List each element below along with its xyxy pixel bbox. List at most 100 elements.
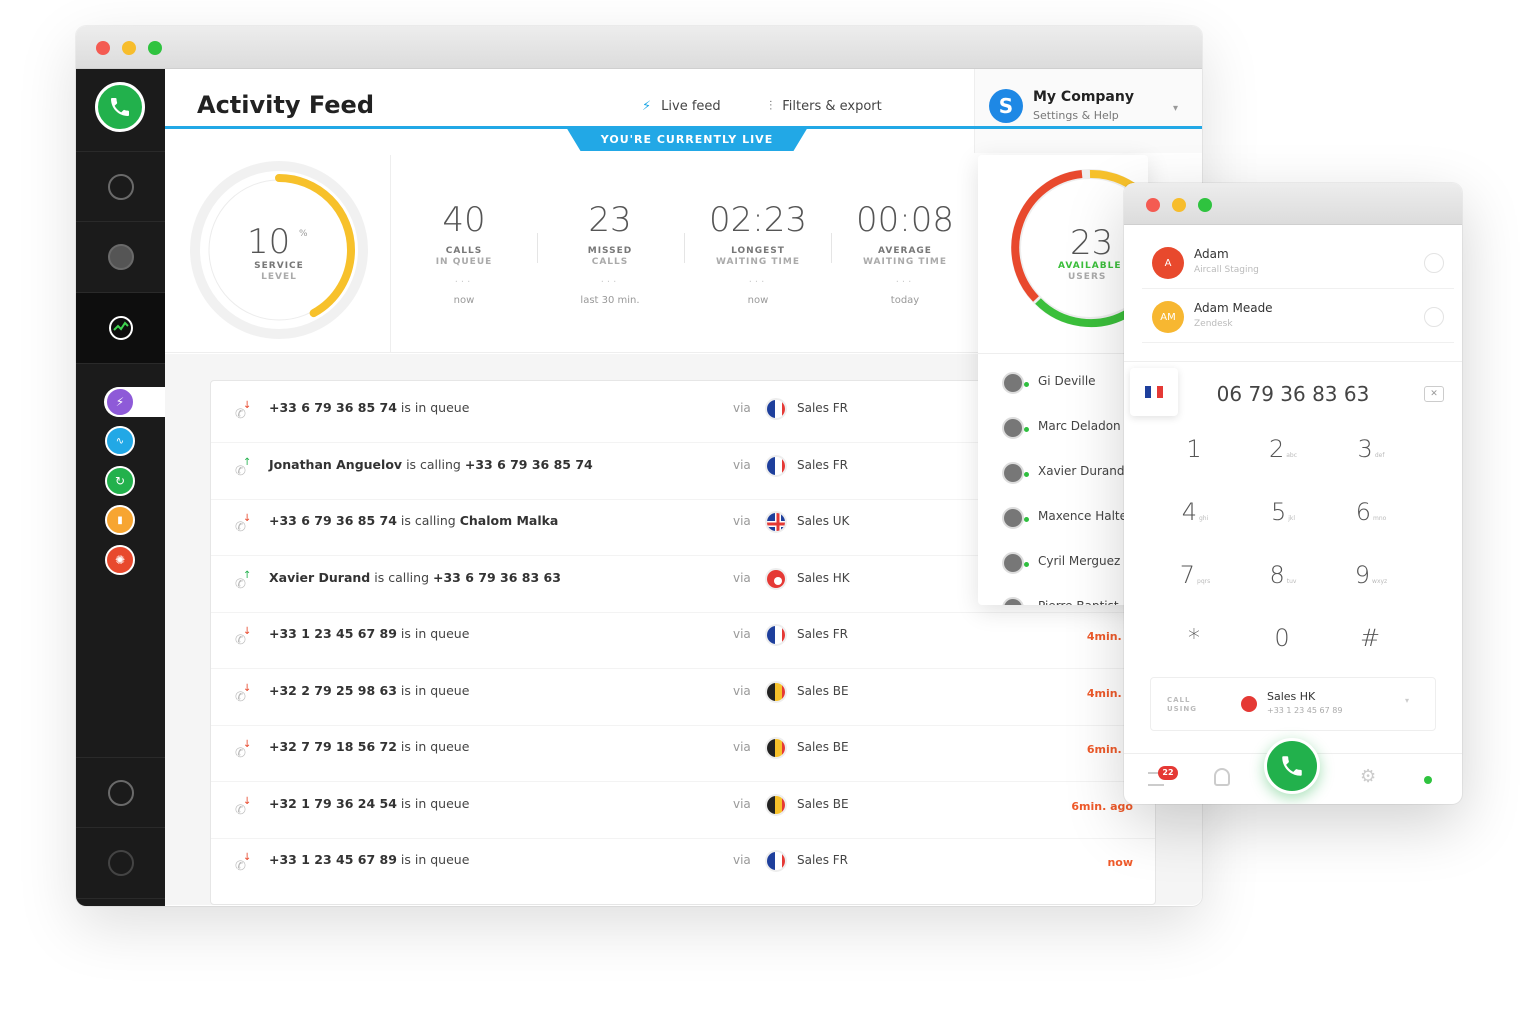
feed-row[interactable]: ✆ ↓ +32 7 79 18 56 72 is in queue via Sales B… (211, 726, 1155, 782)
contact-call-icon[interactable] (1424, 253, 1444, 273)
service-level-unit: % (299, 229, 308, 239)
keypad-key[interactable]: # (1359, 624, 1381, 652)
keypad-key[interactable]: 0 (1274, 624, 1290, 652)
contacts-icon[interactable] (1214, 768, 1230, 786)
dial-display: 06 79 36 83 63 ✕ (1124, 361, 1462, 425)
filters-export-link[interactable]: ⫶ Filters & export (769, 99, 882, 114)
user-name: Gi Deville (1038, 374, 1096, 388)
sidebar-analytics-icon[interactable]: ∿ (105, 426, 135, 456)
hong-kong-flag-icon (1241, 696, 1257, 712)
user-list-item[interactable]: Pierre-Baptist (1002, 585, 1148, 605)
delete-digit-icon[interactable]: ✕ (1424, 386, 1444, 402)
user-list-item[interactable]: Marc Deladon (1002, 405, 1148, 449)
feed-row-line: Sales UK (797, 514, 850, 528)
sidebar-settings-icon[interactable]: ✺ (105, 545, 135, 575)
lightning-icon: ⚡ (642, 99, 652, 114)
feed-row[interactable]: ✆ ↑ Xavier Durand is calling +33 6 79 36 83 … (211, 557, 1155, 613)
keypad-key[interactable]: 6 mno (1355, 498, 1387, 526)
company-menu[interactable]: S My Company Settings & Help ▾ (974, 69, 1202, 153)
feed-row-via: via (733, 740, 751, 754)
close-window-button[interactable] (96, 41, 110, 55)
keypad-key[interactable]: * (1188, 624, 1200, 652)
feed-row[interactable]: ✆ ↓ +33 1 23 45 67 89 is in queue via Sales F… (211, 839, 1155, 895)
sidebar: ⚡ ∿ ↻ ▮ ✺ (76, 69, 166, 906)
online-status-icon (1024, 517, 1029, 522)
feed-row-time: 6min. a (1086, 743, 1133, 756)
country-selector[interactable] (1130, 368, 1178, 416)
feed-row-text: +33 1 23 45 67 89 is in queue (269, 852, 470, 867)
contact-call-icon[interactable] (1424, 307, 1444, 327)
sidebar-status-icon[interactable] (76, 828, 165, 899)
user-list-item[interactable]: Gi Deville (1002, 360, 1148, 404)
user-list-item[interactable]: Cyril Merguez (1002, 540, 1148, 584)
company-avatar: S (989, 89, 1023, 123)
keypad-key[interactable]: 3 def (1357, 435, 1385, 463)
be-flag-icon (765, 680, 787, 703)
avatar: AM (1152, 301, 1184, 333)
dialed-number[interactable]: 06 79 36 83 63 (1216, 382, 1370, 406)
stat-longest-waiting-time: 02:23 LONGEST WAITING TIME ... now (709, 200, 807, 306)
feed-row-line: Sales BE (797, 796, 849, 811)
feed-row[interactable]: ✆ ↑ Jonathan Anguelov is calling +33 6 79 36… (211, 444, 1155, 500)
sidebar-stats-icon[interactable]: ▮ (105, 505, 135, 535)
feed-row[interactable]: ✆ ↓ +32 1 79 36 24 54 is in queue via Sales B… (211, 783, 1155, 839)
stat-average-waiting-time: 00:08 AVERAGE WAITING TIME ... today (856, 200, 954, 306)
dialer-close-button[interactable] (1146, 198, 1160, 212)
feed-row[interactable]: ✆ ↓ +33 6 79 36 85 74 is in queue via Sales F… (211, 387, 1155, 443)
contact-list-item[interactable]: AM Adam Meade Zendesk (1142, 289, 1454, 343)
call-button[interactable] (1264, 738, 1320, 794)
sidebar-activity-icon[interactable] (76, 293, 165, 364)
call-direction-icon: ✆ ↑ (235, 569, 252, 592)
availability-status-icon[interactable] (1424, 776, 1432, 784)
feed-row-time: 6min. ago (1071, 799, 1133, 813)
avatar (1002, 507, 1024, 529)
call-direction-icon: ✆ ↓ (235, 626, 252, 648)
dialer-maximize-button[interactable] (1198, 198, 1212, 212)
keypad-key[interactable]: 1 (1186, 435, 1202, 463)
avatar (1002, 372, 1024, 394)
page-title: Activity Feed (197, 91, 374, 119)
user-list-item[interactable]: Maxence Halte (1002, 495, 1148, 539)
recents-icon[interactable] (1148, 772, 1164, 786)
call-direction-icon: ✆ ↓ (235, 682, 252, 705)
settings-gear-icon[interactable]: ⚙ (1360, 766, 1377, 787)
hk-flag-icon (765, 567, 787, 590)
minimize-window-button[interactable] (122, 41, 136, 55)
feed-row[interactable]: ✆ ↓ +32 2 79 25 98 63 is in queue via Sales B… (211, 670, 1155, 726)
call-direction-icon: ✆ ↓ (235, 513, 252, 535)
be-flag-icon (765, 793, 787, 816)
contact-list-item[interactable]: A Adam Aircall Staging (1142, 235, 1454, 289)
maximize-window-button[interactable] (148, 41, 162, 55)
feed-row-via: via (733, 796, 751, 811)
app-logo-phone-icon[interactable] (95, 82, 145, 132)
sidebar-team-icon[interactable] (76, 757, 165, 828)
keypad-key[interactable]: 9 wxyz (1354, 561, 1388, 589)
keypad-key[interactable]: 5 jkl (1270, 498, 1296, 526)
feed-row-time: 4min. a (1086, 630, 1133, 643)
chevron-down-icon: ▾ (1172, 103, 1178, 114)
available-users-panel: 23 AVAILABLE USERS Gi Deville Marc Deladon… (978, 155, 1148, 605)
user-list-item[interactable]: Xavier Durand (1002, 450, 1148, 494)
feed-row-line: Sales HK (797, 570, 850, 585)
service-level-value: 10 (247, 222, 291, 262)
keypad-key[interactable]: 7 pqrs (1179, 561, 1211, 589)
sidebar-live-feed-icon[interactable]: ⚡ (105, 387, 135, 417)
call-using-line-name: Sales HK (1267, 690, 1316, 703)
call-direction-icon: ✆ ↓ (235, 739, 252, 761)
keypad-key[interactable]: 4 ghi (1181, 498, 1209, 526)
feed-row[interactable]: ✆ ↓ +33 1 23 45 67 89 is in queue via Sales F… (211, 613, 1155, 669)
sidebar-contacts-icon[interactable] (76, 222, 165, 293)
live-feed-link[interactable]: ⚡ Live feed (642, 99, 721, 114)
sidebar-calls-icon[interactable] (76, 151, 165, 222)
feed-row[interactable]: ✆ ↓ +33 6 79 36 85 74 is calling Chalom Malk… (211, 500, 1155, 556)
dialer-minimize-button[interactable] (1172, 198, 1186, 212)
sidebar-refresh-icon[interactable]: ↻ (105, 466, 135, 496)
call-using-selector[interactable]: CALL USING Sales HK +33 1 23 45 67 89 ▾ (1150, 677, 1436, 731)
call-direction-icon: ✆ ↓ (235, 400, 252, 422)
keypad-key[interactable]: 2 abc (1268, 435, 1298, 463)
feed-row-text: +33 1 23 45 67 89 is in queue (269, 626, 470, 641)
feed-row-line: Sales FR (797, 853, 848, 867)
keypad-key[interactable]: 8 tuv (1269, 561, 1297, 589)
live-feed-label: Live feed (661, 99, 721, 114)
feed-row-line: Sales BE (797, 740, 849, 754)
